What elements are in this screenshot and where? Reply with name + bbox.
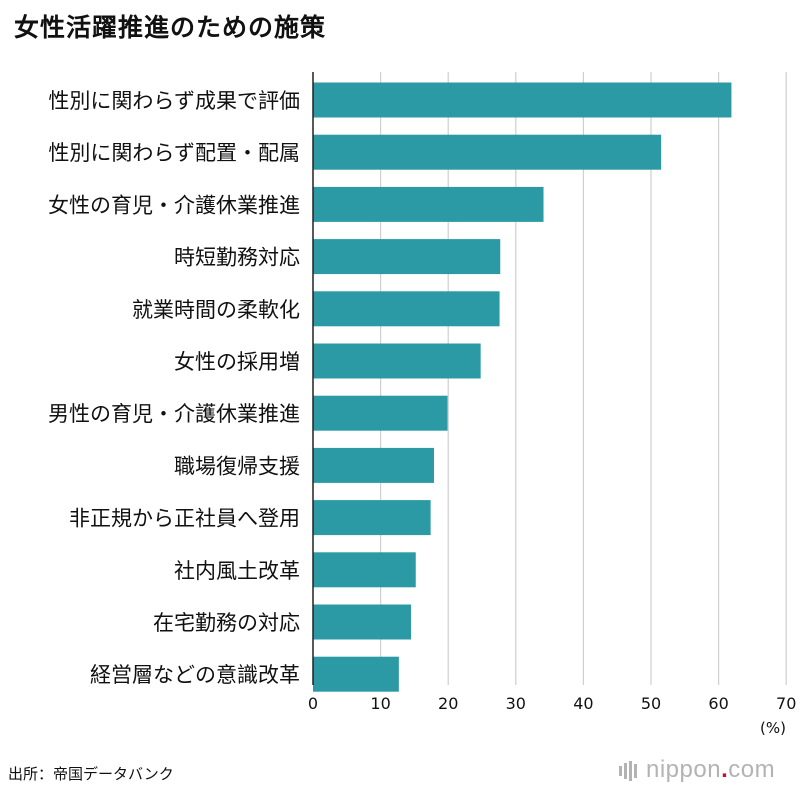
logo-prefix: nippon xyxy=(646,756,722,783)
category-label: 職場復帰支援 xyxy=(174,454,300,478)
category-label: 性別に関わらず配置・配属 xyxy=(48,141,300,165)
category-label: 非正規から正社員へ登用 xyxy=(69,507,300,531)
category-label: 在宅勤務の対応 xyxy=(153,611,300,635)
chart-title: 女性活躍推進のための施策 xyxy=(14,13,327,42)
category-label: 性別に関わらず成果で評価 xyxy=(48,89,300,113)
category-labels: 性別に関わらず成果で評価性別に関わらず配置・配属女性の育児・介護休業推進時短勤務… xyxy=(48,89,300,687)
category-label: 社内風土改革 xyxy=(174,559,300,583)
bars xyxy=(313,82,732,692)
logo-dot: . xyxy=(721,756,729,783)
x-tick-label: 20 xyxy=(438,694,458,713)
category-label: 女性の育児・介護休業推進 xyxy=(48,193,300,217)
bar xyxy=(313,239,501,275)
bar xyxy=(313,604,412,640)
x-tick-label: 30 xyxy=(506,694,526,713)
category-label: 就業時間の柔軟化 xyxy=(132,298,300,322)
logo-suffix: com xyxy=(728,756,776,783)
x-tick-label: 10 xyxy=(370,694,390,713)
bar xyxy=(313,343,481,379)
bar xyxy=(313,447,435,483)
nippon-logo: nippon.com xyxy=(618,756,775,784)
x-tick-label: 50 xyxy=(641,694,661,713)
x-tick-label: 70 xyxy=(776,694,796,713)
bar xyxy=(313,552,416,588)
x-tick-labels: 0 10 20 30 40 50 60 70 xyxy=(308,694,796,713)
bar xyxy=(313,291,500,327)
x-tick-label: 60 xyxy=(708,694,728,713)
x-tick-label: 0 xyxy=(308,694,318,713)
logo-text: nippon.com xyxy=(646,756,775,784)
category-label: 時短勤務対応 xyxy=(174,246,300,270)
bar xyxy=(313,656,399,692)
bar xyxy=(313,395,448,431)
x-axis-unit-label: (%) xyxy=(760,719,786,737)
bar xyxy=(313,500,431,536)
category-label: 経営層などの意識改革 xyxy=(90,663,300,687)
source-note: 出所：帝国データバンク xyxy=(8,765,174,783)
bar xyxy=(313,186,544,222)
logo-bars-icon xyxy=(619,761,637,781)
category-label: 男性の育児・介護休業推進 xyxy=(48,402,300,426)
bar xyxy=(313,82,732,118)
category-label: 女性の採用増 xyxy=(174,350,300,374)
x-tick-label: 40 xyxy=(573,694,593,713)
bar xyxy=(313,134,662,170)
